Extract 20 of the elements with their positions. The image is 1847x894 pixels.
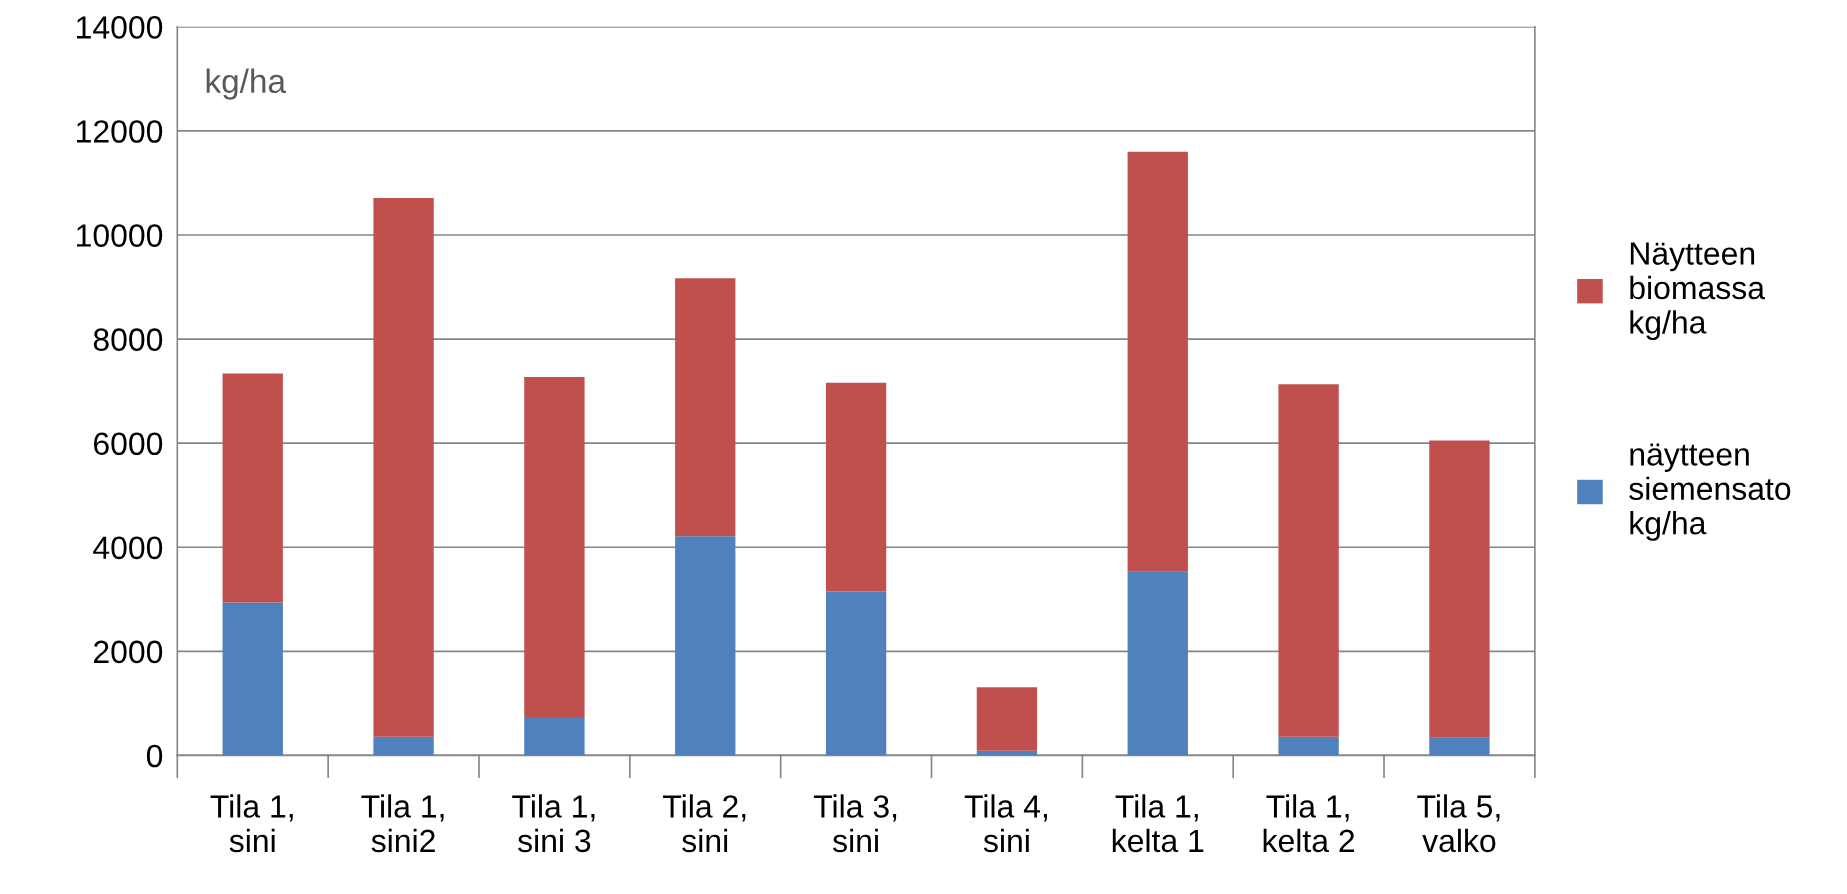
x-tick-label: Tila 1, kelta 2	[1263, 794, 1355, 853]
x-tick-label: Tila 2, sini	[663, 794, 746, 853]
legend-label: Näytteen biomassa kg/ha	[1630, 242, 1766, 341]
y-tick-label: 0	[146, 744, 163, 768]
x-tick-label: Tila 3, sini	[813, 794, 897, 853]
x-tick-label: Tila 1, kelta 1	[1112, 794, 1204, 853]
y-tick-label: 12000	[77, 120, 163, 143]
y-tick-label: 8000	[93, 328, 163, 351]
x-tick-label: Tila 1, sini 3	[512, 794, 595, 853]
y-tick-label: 2000	[93, 640, 163, 664]
y-tick-label: 6000	[93, 432, 163, 456]
x-tick-label: Tila 1, sini2	[361, 794, 444, 853]
x-tick-label: Tila 4, sini	[964, 794, 1047, 853]
x-tick-label: Tila 1, sini	[210, 794, 293, 853]
y-tick-label: 4000	[93, 536, 163, 560]
x-tick-label: Tila 5, valko	[1417, 794, 1500, 853]
annotation: kg/ha	[206, 68, 286, 100]
y-tick-label: 14000	[77, 16, 163, 39]
y-tick-label: 10000	[77, 224, 163, 247]
legend-label: näytteen siemensato kg/ha	[1629, 443, 1791, 541]
